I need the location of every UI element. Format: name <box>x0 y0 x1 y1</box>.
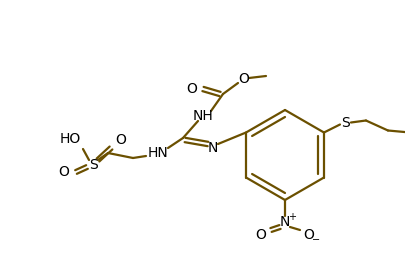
Text: S: S <box>89 158 97 172</box>
Text: O: O <box>256 228 266 242</box>
Text: HN: HN <box>148 146 168 160</box>
Text: NH: NH <box>193 109 213 123</box>
Text: O: O <box>239 72 249 86</box>
Text: O: O <box>304 228 314 242</box>
Text: O: O <box>115 133 126 147</box>
Text: −: − <box>312 235 320 245</box>
Text: +: + <box>288 212 296 222</box>
Text: S: S <box>341 116 350 130</box>
Text: O: O <box>59 165 69 179</box>
Text: N: N <box>280 215 290 229</box>
Text: N: N <box>208 141 218 155</box>
Text: HO: HO <box>60 132 81 146</box>
Text: O: O <box>187 82 198 96</box>
